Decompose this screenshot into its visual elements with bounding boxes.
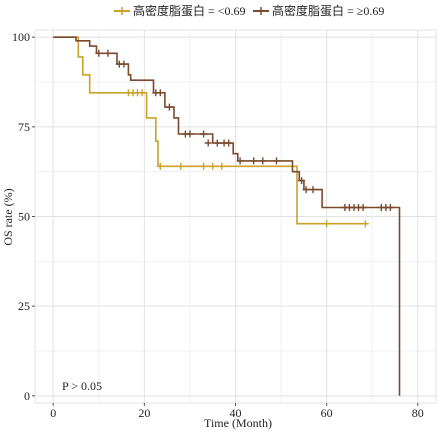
censor-mark xyxy=(138,89,146,97)
tick-layer: 0 20 40 60 80 0 25 50 75 100 xyxy=(12,30,424,420)
series-group-0 xyxy=(53,36,369,228)
legend-marker-high xyxy=(257,7,265,15)
censor-mark xyxy=(165,103,173,111)
censor-mark xyxy=(273,157,280,165)
censor-mark xyxy=(204,139,212,147)
censor-mark xyxy=(213,139,221,147)
x-axis-title: Time (Month) xyxy=(204,416,272,430)
x-tick-label: 60 xyxy=(321,406,333,420)
censor-mark xyxy=(302,186,310,194)
legend-item-low: 高密度脂蛋白 = <0.69 xyxy=(114,3,246,18)
censor-mark xyxy=(323,220,331,228)
censor-mark xyxy=(156,89,164,97)
legend-item-high: 高密度脂蛋白 = ≥0.69 xyxy=(253,3,384,18)
series-layer xyxy=(53,36,401,396)
legend: 高密度脂蛋白 = <0.69 高密度脂蛋白 = ≥0.69 xyxy=(114,3,384,18)
series-group-1 xyxy=(53,36,401,396)
censor-mark xyxy=(309,186,317,194)
censor-mark xyxy=(186,130,194,138)
legend-label-high: 高密度脂蛋白 = ≥0.69 xyxy=(272,3,384,18)
x-tick-label: 80 xyxy=(412,406,424,420)
censor-mark xyxy=(298,177,306,185)
censor-mark xyxy=(386,204,394,211)
y-tick-label: 75 xyxy=(18,120,30,134)
series-line-0 xyxy=(53,36,368,225)
censor-mark xyxy=(95,49,103,57)
y-axis-title: OS rate (%) xyxy=(1,188,15,245)
y-tick-label: 0 xyxy=(24,389,30,403)
censor-mark xyxy=(225,139,233,147)
y-tick-label: 25 xyxy=(18,299,30,313)
censor-mark xyxy=(218,162,226,170)
legend-label-low: 高密度脂蛋白 = <0.69 xyxy=(133,3,246,18)
censor-mark xyxy=(104,49,112,57)
censor-mark xyxy=(250,157,258,165)
p-value-annotation: P > 0.05 xyxy=(62,379,102,393)
censor-mark xyxy=(359,204,367,211)
y-tick-label: 100 xyxy=(12,30,30,44)
censor-mark xyxy=(120,60,128,68)
x-tick-label: 0 xyxy=(50,406,56,420)
censor-mark xyxy=(209,162,217,170)
censor-mark xyxy=(361,220,369,228)
censor-mark xyxy=(177,162,185,170)
censor-mark xyxy=(200,130,208,138)
censor-mark xyxy=(236,157,244,165)
x-tick-label: 40 xyxy=(230,406,242,420)
censor-mark xyxy=(259,157,267,165)
censor-mark xyxy=(156,162,164,170)
y-tick-label: 50 xyxy=(18,210,30,224)
legend-marker-low xyxy=(118,7,126,15)
censor-mark xyxy=(200,162,208,170)
x-tick-label: 20 xyxy=(138,406,150,420)
